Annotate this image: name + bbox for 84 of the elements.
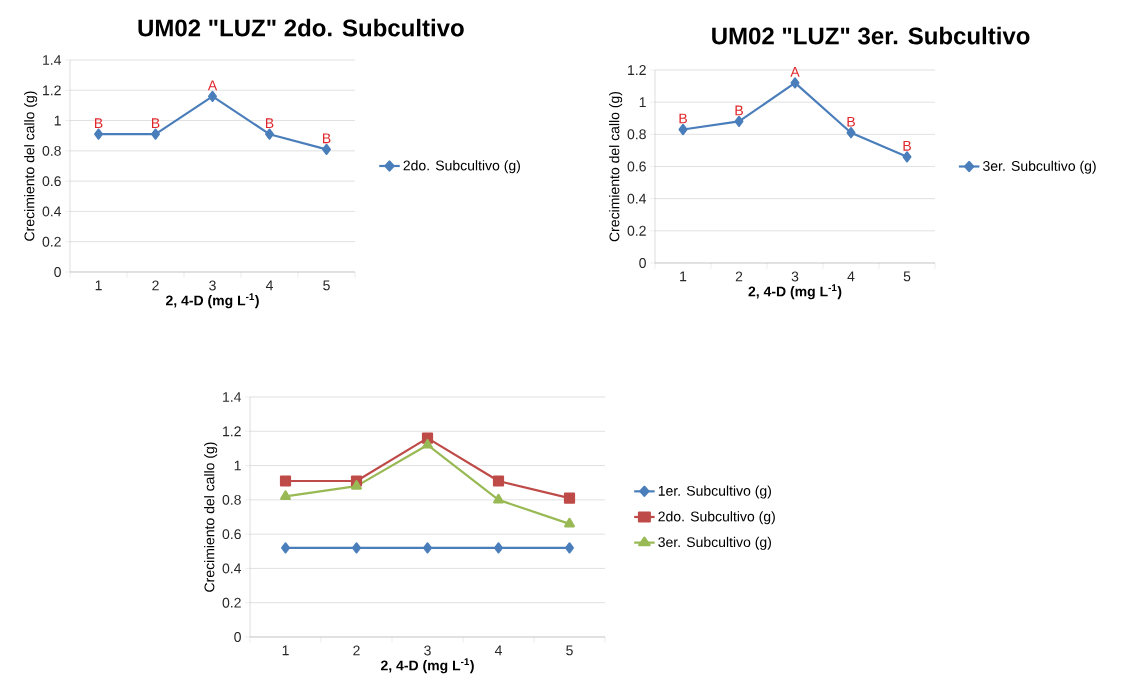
y-tick-label: 0.6 — [42, 176, 61, 187]
annotation: B — [265, 118, 274, 128]
annotation: B — [322, 133, 331, 144]
legend-label: 2do. Subcultivo (g) — [658, 511, 775, 525]
annotation: B — [847, 116, 855, 127]
point — [790, 77, 800, 89]
y-tick-label: 1.2 — [628, 65, 646, 75]
point — [280, 490, 291, 501]
y-tick-label: 0.8 — [42, 145, 61, 156]
y-tick-label: 0 — [639, 258, 646, 268]
y-tick-label: 1.4 — [43, 55, 62, 65]
point — [281, 542, 290, 554]
y-tick-label: 0.8 — [222, 494, 241, 505]
annotation: B — [903, 141, 911, 151]
x-axis-title: 2, 4-D (mg L$^{-1}$) — [166, 293, 259, 309]
point — [423, 542, 432, 554]
x-tick-label: 1 — [680, 271, 687, 282]
y-tick-label: 1 — [54, 115, 61, 126]
point — [902, 151, 912, 163]
y-tick-label: 0.8 — [627, 129, 646, 140]
x-tick-label: 5 — [903, 271, 911, 282]
y-tick-label: 0 — [54, 267, 61, 277]
y-tick-label: 0.4 — [627, 193, 647, 204]
legend-label: 3er. Subcultivo (g) — [983, 160, 1096, 174]
annotation: B — [94, 118, 103, 128]
x-tick-label: 2 — [152, 280, 159, 291]
x-tick-label: 3 — [424, 645, 431, 656]
legend-label: 2do. Subcultivo (g) — [403, 160, 520, 174]
annotation: B — [735, 105, 743, 116]
chart-title: UM02 "LUZ" 3er. Subcultivo — [712, 26, 1030, 45]
point — [265, 128, 274, 140]
point — [563, 492, 576, 504]
y-tick-label: 1.2 — [43, 85, 61, 96]
point — [846, 127, 856, 139]
point — [734, 115, 744, 128]
annotation: A — [207, 80, 218, 91]
y-tick-label: 0.2 — [627, 225, 646, 236]
y-tick-label: 1 — [234, 460, 241, 471]
y-tick-label: 1.4 — [223, 392, 242, 402]
x-tick-label: 3 — [791, 271, 799, 282]
point — [494, 542, 503, 554]
y-tick-label: 0 — [234, 632, 241, 642]
y-axis-title: Crecimiento del callo (g) — [609, 91, 623, 242]
y-tick-label: 0.4 — [222, 563, 242, 574]
y-axis-title: Crecimiento del callo (g) — [24, 91, 38, 241]
x-tick-label: 4 — [494, 645, 502, 656]
point — [565, 542, 574, 554]
annotation: B — [151, 118, 160, 128]
point — [351, 480, 362, 490]
x-tick-label: 4 — [847, 271, 855, 282]
y-tick-label: 0.6 — [627, 161, 646, 172]
x-tick-label: 1 — [282, 645, 289, 656]
y-tick-label: 0.6 — [222, 529, 241, 540]
point — [678, 123, 688, 136]
annotation: A — [790, 67, 800, 77]
x-tick-label: 1 — [95, 280, 102, 291]
point — [422, 438, 433, 449]
point — [322, 143, 331, 155]
y-tick-label: 1.2 — [223, 426, 241, 437]
x-axis-title: 2, 4-D (mg L$^{-1}$) — [381, 658, 474, 674]
y-axis-title: Crecimiento del callo (g) — [204, 442, 218, 592]
point — [492, 475, 505, 487]
point — [279, 475, 292, 487]
y-tick-label: 1 — [639, 97, 646, 107]
x-tick-label: 5 — [566, 645, 573, 656]
y-tick-label: 0.2 — [42, 236, 61, 247]
x-tick-label: 2 — [353, 645, 360, 656]
point — [151, 128, 160, 140]
chart-title: UM02 "LUZ" 2do. Subcultivo — [138, 18, 464, 37]
point — [208, 90, 217, 102]
point — [352, 542, 361, 554]
legend-label: 3er. Subcultivo (g) — [658, 536, 771, 550]
x-axis-title: 2, 4-D (mg L$^{-1}$) — [748, 284, 842, 300]
x-tick-label: 4 — [265, 280, 273, 291]
annotation: B — [679, 113, 687, 124]
x-tick-label: 2 — [735, 271, 743, 282]
point — [564, 517, 575, 528]
y-tick-label: 0.2 — [222, 597, 241, 608]
legend-label: 1er. Subcultivo (g) — [658, 485, 771, 499]
y-tick-label: 0.4 — [42, 206, 62, 217]
point — [94, 128, 103, 140]
point — [493, 493, 504, 504]
x-tick-label: 3 — [209, 280, 216, 291]
x-tick-label: 5 — [323, 280, 330, 291]
